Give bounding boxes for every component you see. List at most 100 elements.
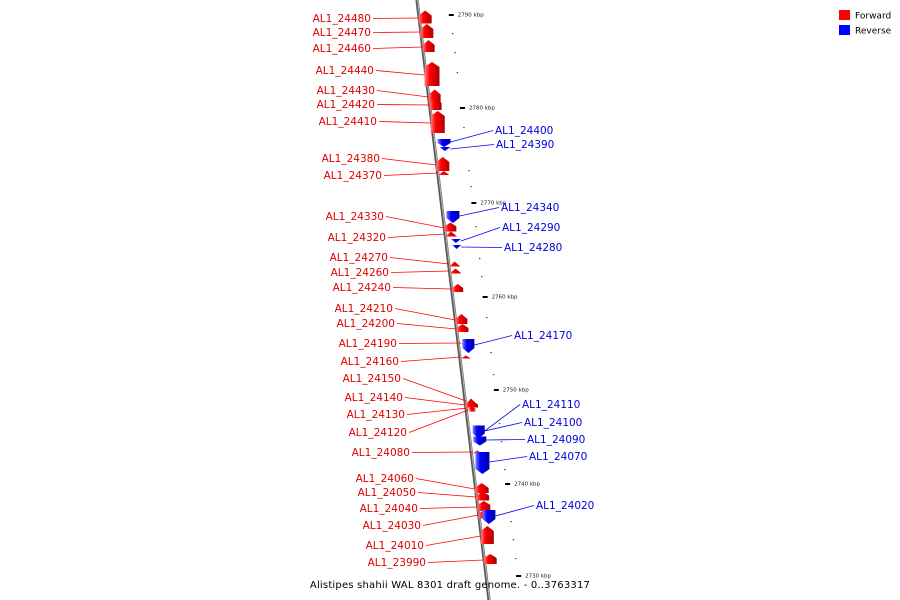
- reverse-leader: [459, 207, 500, 217]
- reverse-gene[interactable]: [437, 139, 451, 147]
- forward-gene-label[interactable]: AL1_24330: [326, 211, 384, 223]
- forward-gene[interactable]: [424, 62, 440, 86]
- forward-gene[interactable]: [477, 501, 491, 511]
- forward-gene-label[interactable]: AL1_24040: [360, 503, 418, 515]
- forward-gene[interactable]: [449, 261, 461, 267]
- forward-leader: [372, 46, 423, 49]
- forward-gene-label[interactable]: AL1_24140: [345, 392, 403, 404]
- forward-leader: [390, 270, 450, 273]
- forward-leader: [411, 451, 473, 453]
- forward-gene-label[interactable]: AL1_24080: [352, 447, 410, 459]
- reverse-gene[interactable]: [462, 339, 475, 353]
- forward-gene[interactable]: [483, 554, 497, 564]
- forward-leader: [408, 409, 469, 433]
- forward-leader: [376, 90, 429, 98]
- reverse-gene-label[interactable]: AL1_24100: [524, 417, 582, 429]
- forward-gene-label[interactable]: AL1_24200: [337, 318, 395, 330]
- forward-leader: [372, 31, 421, 33]
- forward-gene[interactable]: [460, 355, 471, 359]
- forward-gene[interactable]: [455, 314, 468, 324]
- forward-gene-label[interactable]: AL1_23990: [368, 557, 426, 569]
- reverse-gene-label[interactable]: AL1_24170: [514, 330, 572, 342]
- reverse-leader: [474, 335, 513, 346]
- forward-gene-label[interactable]: AL1_24480: [313, 13, 371, 25]
- forward-gene-label[interactable]: AL1_24150: [343, 373, 401, 385]
- forward-gene[interactable]: [452, 284, 464, 292]
- minor-tick: [514, 558, 517, 560]
- forward-gene[interactable]: [430, 111, 445, 133]
- forward-gene[interactable]: [474, 483, 489, 493]
- forward-gene[interactable]: [465, 400, 479, 408]
- forward-gene-label[interactable]: AL1_24160: [341, 356, 399, 368]
- reverse-gene-label[interactable]: AL1_24290: [502, 222, 560, 234]
- forward-leader: [394, 308, 456, 321]
- reverse-gene[interactable]: [475, 452, 490, 474]
- reverse-legend-label: Reverse: [855, 27, 892, 37]
- forward-gene[interactable]: [449, 268, 462, 274]
- forward-gene[interactable]: [456, 324, 469, 332]
- forward-gene-label[interactable]: AL1_24320: [328, 232, 386, 244]
- forward-gene-label[interactable]: AL1_24380: [322, 153, 380, 165]
- reverse-gene-label[interactable]: AL1_24090: [527, 434, 585, 446]
- forward-gene[interactable]: [420, 24, 434, 38]
- forward-gene[interactable]: [418, 10, 432, 24]
- forward-leader: [389, 257, 450, 265]
- forward-gene-label[interactable]: AL1_24260: [331, 267, 389, 279]
- forward-gene[interactable]: [428, 89, 441, 103]
- reverse-gene-label[interactable]: AL1_24280: [504, 242, 562, 254]
- reverse-gene[interactable]: [450, 239, 461, 243]
- forward-gene-label[interactable]: AL1_24440: [316, 65, 374, 77]
- forward-leader: [381, 158, 437, 166]
- forward-gene-label[interactable]: AL1_24430: [317, 85, 375, 97]
- reverse-gene-label[interactable]: AL1_24110: [522, 399, 580, 411]
- minor-tick: [470, 186, 472, 188]
- reverse-gene[interactable]: [482, 510, 496, 524]
- forward-gene[interactable]: [480, 526, 494, 544]
- forward-gene[interactable]: [476, 491, 490, 501]
- forward-gene-label[interactable]: AL1_24190: [339, 338, 397, 350]
- forward-gene-label[interactable]: AL1_24240: [333, 282, 391, 294]
- forward-gene-label[interactable]: AL1_24410: [319, 116, 377, 128]
- forward-legend-swatch: [839, 10, 850, 20]
- reverse-gene[interactable]: [472, 425, 485, 439]
- major-tick-mark: [493, 389, 499, 391]
- forward-gene[interactable]: [444, 222, 457, 232]
- reverse-gene-label[interactable]: AL1_24020: [536, 500, 594, 512]
- major-tick-mark: [448, 14, 454, 16]
- gene-labels: AL1_24480 AL1_24470 AL1_24460 AL1_24440 AL1_…: [313, 13, 595, 569]
- forward-gene[interactable]: [468, 408, 477, 412]
- forward-gene-label[interactable]: AL1_24050: [358, 487, 416, 499]
- reverse-gene-label[interactable]: AL1_24400: [495, 125, 553, 137]
- minor-tick: [492, 374, 495, 376]
- genome-caption: Alistipes shahii WAL 8301 draft genome. …: [310, 580, 590, 591]
- reverse-gene[interactable]: [446, 211, 460, 223]
- forward-gene[interactable]: [429, 98, 442, 110]
- reverse-gene[interactable]: [439, 147, 451, 151]
- forward-gene-label[interactable]: AL1_24130: [347, 409, 405, 421]
- tick-label: 2740 kbp: [514, 482, 540, 488]
- reverse-gene[interactable]: [452, 245, 462, 249]
- forward-gene[interactable]: [438, 171, 450, 175]
- forward-gene-label[interactable]: AL1_24060: [356, 473, 414, 485]
- forward-gene-label[interactable]: AL1_24030: [363, 520, 421, 532]
- forward-leader: [402, 378, 467, 402]
- forward-gene[interactable]: [422, 40, 435, 52]
- forward-gene[interactable]: [445, 231, 458, 237]
- forward-gene-label[interactable]: AL1_24270: [330, 252, 388, 264]
- forward-gene-label[interactable]: AL1_24420: [317, 99, 375, 111]
- reverse-gene-label[interactable]: AL1_24340: [501, 202, 559, 214]
- tick-label: 2790 kbp: [458, 13, 484, 19]
- forward-gene[interactable]: [436, 157, 450, 171]
- forward-gene-label[interactable]: AL1_24010: [366, 540, 424, 552]
- forward-gene-label[interactable]: AL1_24120: [349, 427, 407, 439]
- minor-tick: [451, 33, 454, 35]
- minor-ticks: [451, 33, 517, 560]
- forward-gene-label[interactable]: AL1_24470: [313, 27, 371, 39]
- reverse-gene-label[interactable]: AL1_24390: [496, 139, 554, 151]
- reverse-gene[interactable]: [473, 436, 487, 446]
- forward-gene[interactable]: [467, 406, 477, 410]
- reverse-gene-label[interactable]: AL1_24070: [529, 451, 587, 463]
- forward-gene-label[interactable]: AL1_24210: [335, 303, 393, 315]
- forward-gene-label[interactable]: AL1_24460: [313, 43, 371, 55]
- forward-gene-label[interactable]: AL1_24370: [324, 170, 382, 182]
